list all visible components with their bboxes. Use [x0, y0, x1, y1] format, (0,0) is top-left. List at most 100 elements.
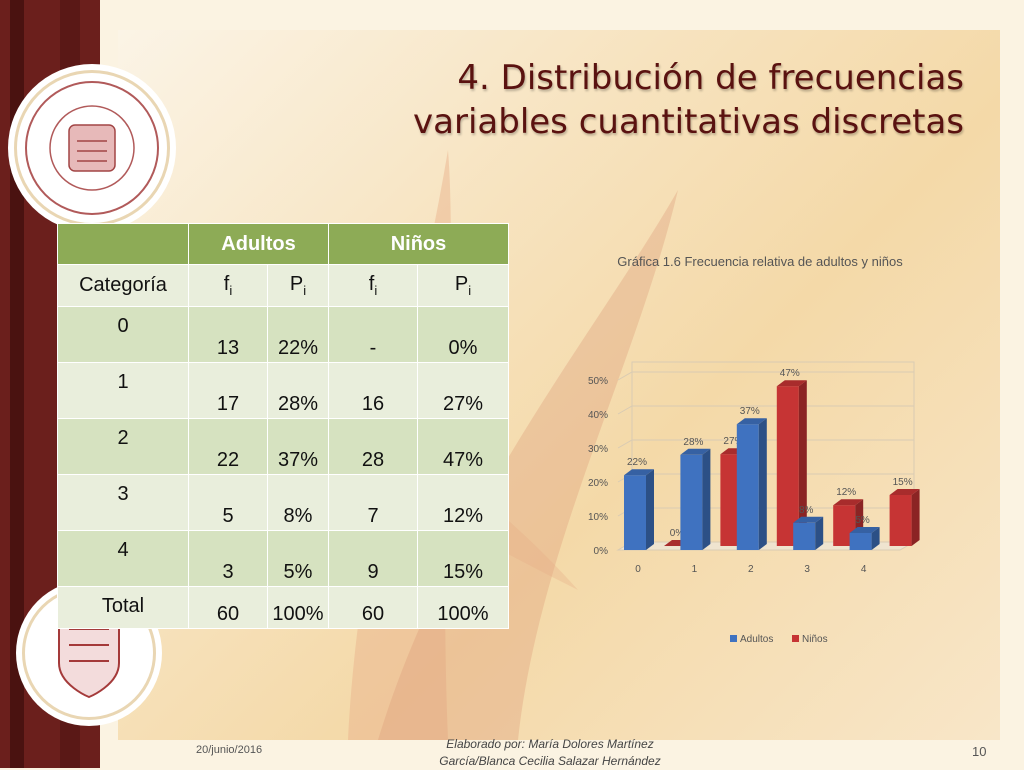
- university-seal-logo: [14, 70, 170, 226]
- table-row: 1 17 28% 16 27%: [58, 363, 509, 419]
- bar-side: [646, 469, 654, 550]
- y-tick-label: 20%: [588, 478, 608, 489]
- cell-adultos-pi: 100%: [268, 587, 329, 629]
- cell-ninos-pi: 100%: [418, 587, 509, 629]
- cell-adultos-fi: 5: [189, 475, 268, 531]
- table-row: 4 3 5% 9 15%: [58, 531, 509, 587]
- subscript: i: [374, 283, 377, 298]
- cell-ninos-fi: 60: [329, 587, 418, 629]
- legend-label: Adultos: [740, 634, 773, 645]
- header-adultos: Adultos: [189, 224, 329, 265]
- chart-svg: Gráfica 1.6 Frecuencia relativa de adult…: [540, 240, 980, 660]
- title-line-1: 4. Distribución de frecuencias: [413, 56, 964, 100]
- bar-niños: [890, 495, 912, 546]
- cell-adultos-fi: 17: [189, 363, 268, 419]
- cell-ninos-fi: -: [329, 307, 418, 363]
- cell-ninos-pi: 0%: [418, 307, 509, 363]
- data-label: 8%: [799, 505, 814, 516]
- bar-side: [759, 418, 767, 550]
- chart-gridline: [618, 372, 914, 380]
- x-tick-label: 2: [748, 564, 754, 575]
- table-row: 2 22 37% 28 47%: [58, 419, 509, 475]
- subheader-pi-adultos: Pi: [268, 265, 329, 307]
- slide-title: 4. Distribución de frecuencias variables…: [413, 56, 964, 144]
- subheader-fi-ninos: fi: [329, 265, 418, 307]
- data-label: 22%: [627, 457, 647, 468]
- x-tick-label: 3: [804, 564, 810, 575]
- footer-date: 20/junio/2016: [196, 744, 262, 756]
- data-label: 12%: [836, 487, 856, 498]
- data-label: 47%: [780, 368, 800, 379]
- table-row: 3 5 8% 7 12%: [58, 475, 509, 531]
- cell-adultos-fi: 13: [189, 307, 268, 363]
- bar-adultos: [850, 533, 872, 550]
- data-label: 37%: [740, 406, 760, 417]
- frequency-table: Adultos Niños Categoría fi Pi fi Pi 0 13…: [57, 223, 509, 629]
- legend-swatch: [792, 635, 799, 642]
- cell-ninos-fi: 28: [329, 419, 418, 475]
- subscript: i: [229, 283, 232, 298]
- table-row: 0 13 22% - 0%: [58, 307, 509, 363]
- x-tick-label: 4: [861, 564, 867, 575]
- cell-ninos-pi: 27%: [418, 363, 509, 419]
- author-line-1: Elaborado por: María Dolores Martínez: [420, 736, 680, 753]
- header-ninos: Niños: [329, 224, 509, 265]
- title-line-2: variables cuantitativas discretas: [413, 100, 964, 144]
- cell-adultos-pi: 22%: [268, 307, 329, 363]
- y-tick-label: 40%: [588, 410, 608, 421]
- subheader-pi-ninos: Pi: [418, 265, 509, 307]
- chart-back-wall: [632, 362, 914, 542]
- bar-adultos: [737, 424, 759, 550]
- cell-adultos-fi: 22: [189, 419, 268, 475]
- bar-chart: Gráfica 1.6 Frecuencia relativa de adult…: [540, 240, 980, 660]
- data-label: 15%: [893, 477, 913, 488]
- legend-label: Niños: [802, 634, 828, 645]
- footer-author: Elaborado por: María Dolores Martínez Ga…: [420, 736, 680, 770]
- subheader-fi-adultos: fi: [189, 265, 268, 307]
- row-category: 2: [58, 419, 189, 475]
- subheader-text: P: [290, 273, 303, 295]
- bar-adultos: [624, 475, 646, 550]
- cell-ninos-pi: 15%: [418, 531, 509, 587]
- bar-adultos: [680, 455, 702, 550]
- data-label: 5%: [855, 515, 870, 526]
- category-label: Categoría: [58, 265, 189, 307]
- subscript: i: [303, 283, 306, 298]
- row-category: 1: [58, 363, 189, 419]
- x-tick-label: 1: [692, 564, 698, 575]
- y-tick-label: 30%: [588, 444, 608, 455]
- bar-side: [702, 449, 710, 550]
- page-number: 10: [972, 744, 986, 759]
- table-subheader-row: Categoría fi Pi fi Pi: [58, 265, 509, 307]
- cell-adultos-fi: 60: [189, 587, 268, 629]
- table-total-row: Total 60 100% 60 100%: [58, 587, 509, 629]
- y-tick-label: 50%: [588, 376, 608, 387]
- bar-adultos: [793, 523, 815, 550]
- author-line-2: García/Blanca Cecilia Salazar Hernández: [420, 753, 680, 770]
- chart-gridline: [618, 406, 914, 414]
- row-category: 3: [58, 475, 189, 531]
- subscript: i: [468, 283, 471, 298]
- cell-ninos-pi: 12%: [418, 475, 509, 531]
- cell-ninos-pi: 47%: [418, 419, 509, 475]
- table-group-header-row: Adultos Niños: [58, 224, 509, 265]
- bar-side: [912, 489, 920, 546]
- cell-adultos-pi: 8%: [268, 475, 329, 531]
- cell-adultos-pi: 37%: [268, 419, 329, 475]
- cell-adultos-fi: 3: [189, 531, 268, 587]
- cell-ninos-fi: 7: [329, 475, 418, 531]
- cell-adultos-pi: 5%: [268, 531, 329, 587]
- row-category: 4: [58, 531, 189, 587]
- subheader-text: P: [455, 273, 468, 295]
- data-label: 28%: [683, 437, 703, 448]
- cell-ninos-fi: 9: [329, 531, 418, 587]
- legend-swatch: [730, 635, 737, 642]
- empty-header-cell: [58, 224, 189, 265]
- y-tick-label: 10%: [588, 512, 608, 523]
- x-tick-label: 0: [635, 564, 641, 575]
- chart-title: Gráfica 1.6 Frecuencia relativa de adult…: [617, 254, 903, 269]
- y-tick-label: 0%: [594, 546, 609, 557]
- row-category: Total: [58, 587, 189, 629]
- cell-ninos-fi: 16: [329, 363, 418, 419]
- row-category: 0: [58, 307, 189, 363]
